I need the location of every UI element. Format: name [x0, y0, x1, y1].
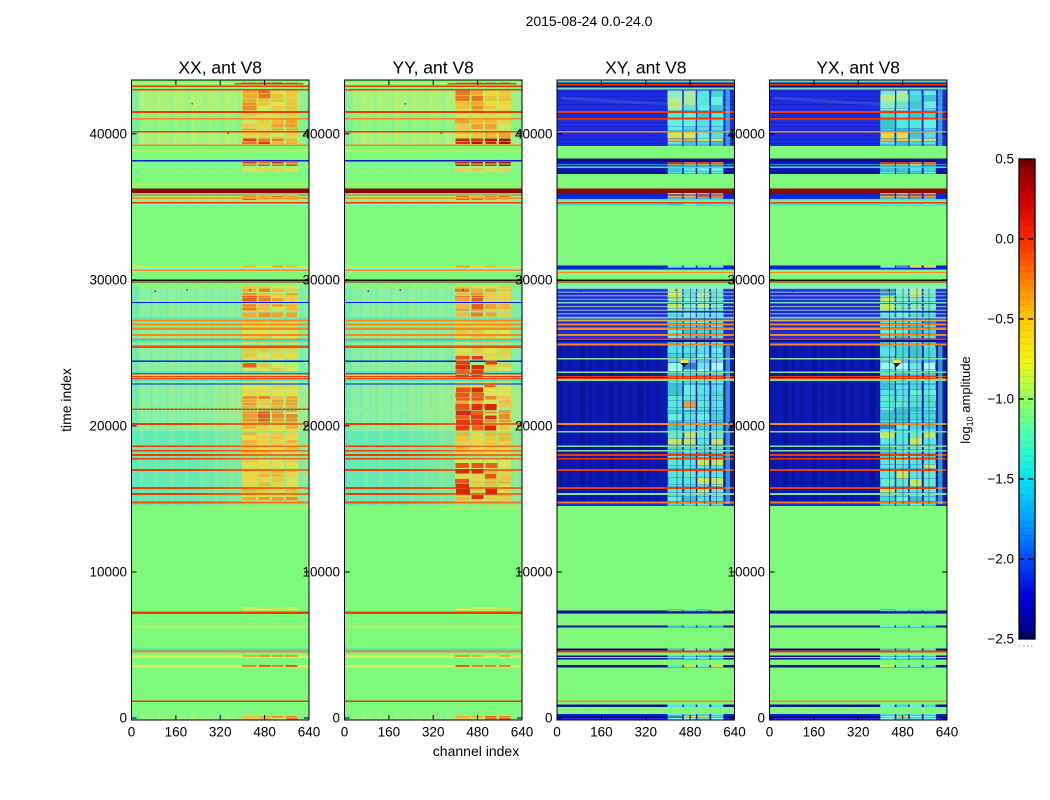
svg-text:160: 160 [803, 725, 826, 740]
svg-text:XY, ant V8: XY, ant V8 [605, 58, 686, 78]
svg-text:480: 480 [466, 725, 489, 740]
svg-text:0: 0 [332, 711, 340, 726]
svg-text:480: 480 [253, 725, 276, 740]
svg-text:320: 320 [209, 725, 232, 740]
svg-text:640: 640 [298, 725, 321, 740]
svg-text:40000: 40000 [727, 126, 765, 141]
svg-text:160: 160 [590, 725, 613, 740]
svg-text:YY, ant V8: YY, ant V8 [392, 58, 473, 78]
svg-text:30000: 30000 [89, 272, 127, 287]
svg-text:channel index: channel index [433, 743, 519, 759]
svg-text:10000: 10000 [515, 565, 553, 580]
svg-text:30000: 30000 [727, 272, 765, 287]
svg-text:30000: 30000 [515, 272, 553, 287]
svg-text:40000: 40000 [89, 126, 127, 141]
svg-text:320: 320 [422, 725, 445, 740]
svg-text:0: 0 [341, 725, 349, 740]
svg-text:0.0: 0.0 [995, 232, 1014, 247]
svg-text:20000: 20000 [515, 418, 553, 433]
svg-text:320: 320 [635, 725, 658, 740]
svg-text:10000: 10000 [302, 565, 340, 580]
svg-text:640: 640 [936, 725, 959, 740]
svg-text:20000: 20000 [727, 418, 765, 433]
svg-text:10000: 10000 [89, 565, 127, 580]
svg-text:320: 320 [847, 725, 870, 740]
svg-text:0: 0 [757, 711, 765, 726]
svg-text:XX, ant V8: XX, ant V8 [178, 58, 262, 78]
svg-text:480: 480 [891, 725, 914, 740]
svg-text:640: 640 [511, 725, 534, 740]
svg-text:160: 160 [165, 725, 188, 740]
svg-text:0: 0 [128, 725, 136, 740]
svg-text:−1.5: −1.5 [987, 472, 1014, 487]
svg-text:−2.0: −2.0 [987, 552, 1014, 567]
svg-text:10000: 10000 [727, 565, 765, 580]
svg-text:−0.5: −0.5 [987, 312, 1014, 327]
svg-text:0: 0 [766, 725, 774, 740]
svg-text:40000: 40000 [515, 126, 553, 141]
svg-text:0: 0 [119, 711, 127, 726]
svg-text:time index: time index [58, 368, 74, 432]
svg-text:30000: 30000 [302, 272, 340, 287]
svg-text:20000: 20000 [89, 418, 127, 433]
svg-text:YX, ant V8: YX, ant V8 [816, 58, 900, 78]
svg-text:160: 160 [378, 725, 401, 740]
svg-text:640: 640 [723, 725, 746, 740]
svg-text:−1.0: −1.0 [987, 392, 1014, 407]
svg-text:480: 480 [679, 725, 702, 740]
svg-text:2015-08-24 0.0-24.0: 2015-08-24 0.0-24.0 [526, 13, 653, 29]
svg-text:20000: 20000 [302, 418, 340, 433]
svg-text:−2.5: −2.5 [987, 632, 1014, 647]
svg-text:0: 0 [545, 711, 553, 726]
svg-text:40000: 40000 [302, 126, 340, 141]
svg-text:0.5: 0.5 [995, 152, 1014, 167]
svg-text:log10 amplitude: log10 amplitude [958, 356, 975, 443]
svg-text:0: 0 [553, 725, 561, 740]
